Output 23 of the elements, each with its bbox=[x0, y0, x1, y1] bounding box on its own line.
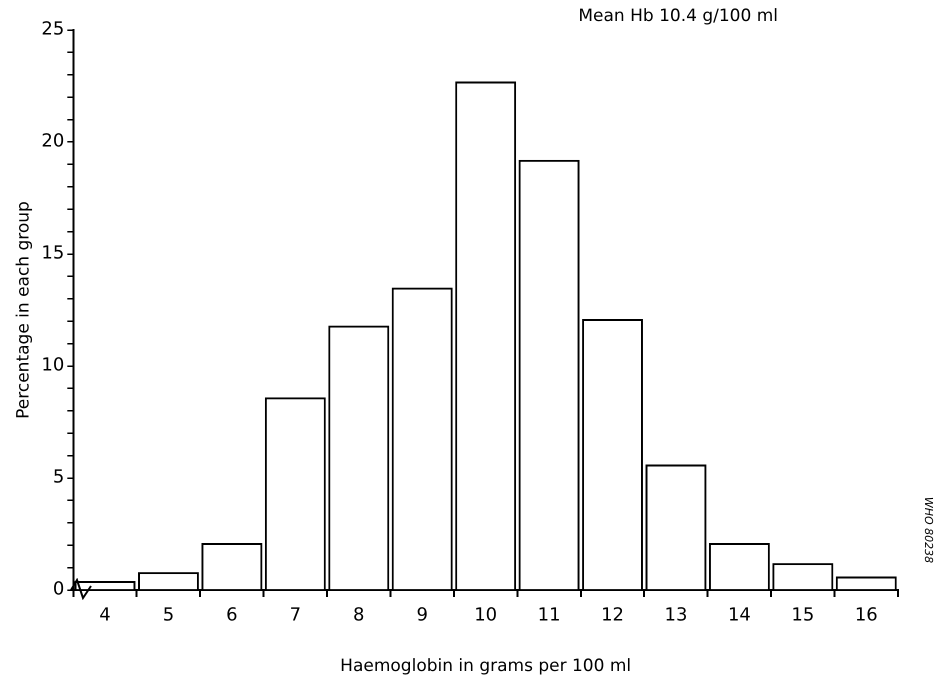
x-tick-label: 11 bbox=[538, 604, 561, 626]
x-axis-title: Haemoglobin in grams per 100 ml bbox=[340, 656, 632, 676]
x-tick-label: 12 bbox=[601, 604, 624, 626]
x-tick-label: 9 bbox=[416, 604, 428, 626]
x-tick-label: 7 bbox=[290, 604, 302, 626]
y-tick-label: 5 bbox=[52, 466, 64, 488]
text: WHO 80238 bbox=[922, 496, 936, 564]
x-tick-label: 5 bbox=[162, 604, 174, 626]
y-axis-title: Percentage in each group bbox=[14, 201, 34, 419]
x-tick-label: 10 bbox=[474, 604, 498, 626]
x-tick-label: 13 bbox=[664, 604, 688, 626]
x-tick-label: 8 bbox=[353, 604, 364, 626]
text: Mean Hb 10.4 g/100 ml bbox=[578, 6, 778, 26]
y-tick-label: 25 bbox=[41, 18, 64, 40]
y-tick-label: 0 bbox=[52, 578, 64, 600]
y-tick-label: 10 bbox=[41, 354, 64, 376]
x-tick-label: 15 bbox=[791, 604, 814, 626]
y-tick-label: 20 bbox=[41, 130, 64, 152]
x-tick-label: 4 bbox=[99, 604, 111, 626]
x-tick-label: 16 bbox=[854, 604, 878, 626]
x-tick-label: 14 bbox=[728, 604, 751, 626]
y-tick-label: 15 bbox=[41, 242, 64, 264]
x-tick-label: 6 bbox=[226, 604, 238, 626]
